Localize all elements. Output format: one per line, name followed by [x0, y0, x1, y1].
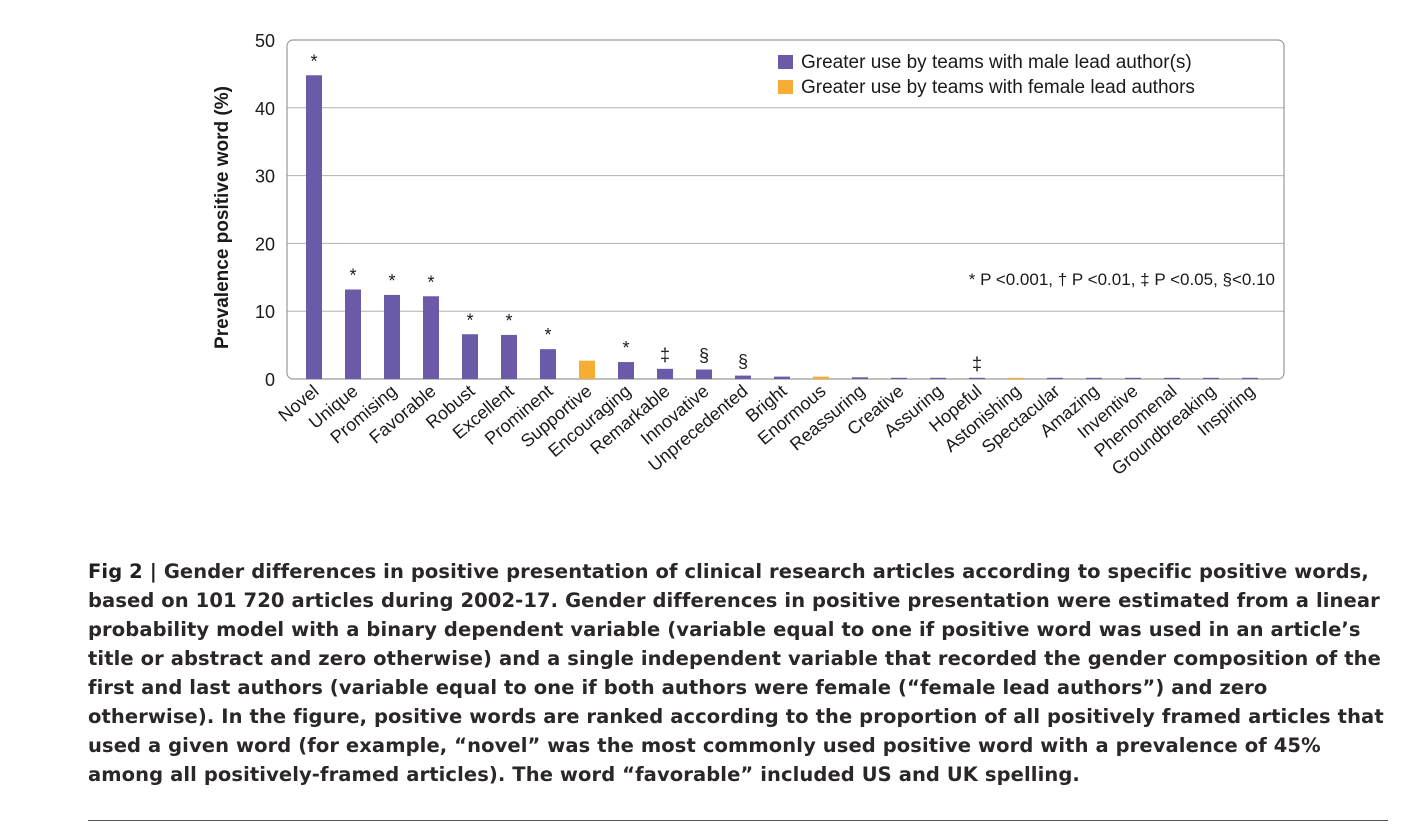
- bar-favorable: [423, 296, 439, 379]
- significance-marker: §: [699, 346, 709, 366]
- y-tick-label: 10: [255, 302, 275, 322]
- significance-marker: *: [622, 338, 629, 358]
- bar-encouraging: [618, 362, 634, 379]
- figure-caption: Fig 2 | Gender differences in positive p…: [88, 557, 1388, 789]
- bar-bright: [774, 376, 790, 379]
- y-tick-label: 50: [255, 31, 275, 51]
- grid-lines: [287, 107, 1284, 312]
- legend-swatch-male: [778, 55, 793, 69]
- bar-robust: [462, 334, 478, 379]
- significance-marker: *: [505, 311, 512, 331]
- legend-label-female: Greater use by teams with female lead au…: [801, 77, 1195, 98]
- bar-reassuring: [852, 377, 868, 379]
- bar-novel: [306, 75, 322, 380]
- significance-marker: *: [466, 310, 473, 330]
- bar-hopeful: [969, 377, 985, 379]
- significance-marker: ‡: [972, 354, 982, 374]
- bar-innovative: [696, 369, 712, 379]
- y-axis-label: Prevalence positive word (%): [212, 86, 233, 349]
- caption-divider: [88, 820, 1388, 821]
- bar-groundbreaking: [1203, 377, 1219, 379]
- bar-supportive: [579, 360, 595, 379]
- bar-inspiring: [1242, 377, 1258, 379]
- significance-marker: *: [427, 272, 434, 292]
- bar-promising: [384, 294, 400, 379]
- y-tick-label: 40: [255, 99, 275, 119]
- bar-amazing: [1086, 377, 1102, 379]
- bar-creative: [891, 377, 907, 379]
- significance-marker: ‡: [660, 345, 670, 365]
- significance-marker: *: [310, 51, 317, 71]
- y-tick-label: 30: [255, 167, 275, 187]
- bar-unique: [345, 289, 361, 379]
- bar-inventive: [1125, 377, 1141, 379]
- significance-marker: *: [544, 325, 551, 345]
- legend-swatch-female: [778, 80, 793, 94]
- bar-unprecedented: [735, 375, 751, 379]
- y-axis-ticks: 0 10 20 30 40 50: [255, 31, 275, 390]
- bars: [306, 75, 1258, 380]
- legend-label-male: Greater use by teams with male lead auth…: [801, 52, 1192, 73]
- significance-marker: *: [388, 271, 395, 291]
- y-tick-label: 0: [265, 370, 275, 390]
- bar-chart: 0 10 20 30 40 50 Prevalence positive word (%)…: [212, 31, 1285, 479]
- bar-phenomenal: [1164, 377, 1180, 379]
- bar-spectacular: [1047, 377, 1063, 379]
- caption-lead: Fig 2 |: [88, 560, 164, 583]
- bar-prominent: [540, 349, 556, 379]
- bar-astonishing: [1008, 377, 1024, 379]
- significance-note: * P <0.001, † P <0.01, ‡ P <0.05, §<0.10: [969, 270, 1275, 289]
- x-axis-labels: NovelUniquePromisingFavorableRobustExcel…: [274, 381, 1258, 479]
- y-tick-label: 20: [255, 234, 275, 254]
- caption-text: Gender differences in positive presentat…: [88, 560, 1384, 786]
- bar-remarkable: [657, 368, 673, 379]
- bar-excellent: [501, 334, 517, 379]
- bar-enormous: [813, 376, 829, 379]
- legend: Greater use by teams with male lead auth…: [778, 52, 1195, 98]
- bar-assuring: [930, 377, 946, 379]
- significance-markers: * * * * * * * * ‡ § § ‡: [310, 51, 982, 374]
- significance-marker: *: [349, 266, 356, 286]
- significance-marker: §: [738, 352, 748, 372]
